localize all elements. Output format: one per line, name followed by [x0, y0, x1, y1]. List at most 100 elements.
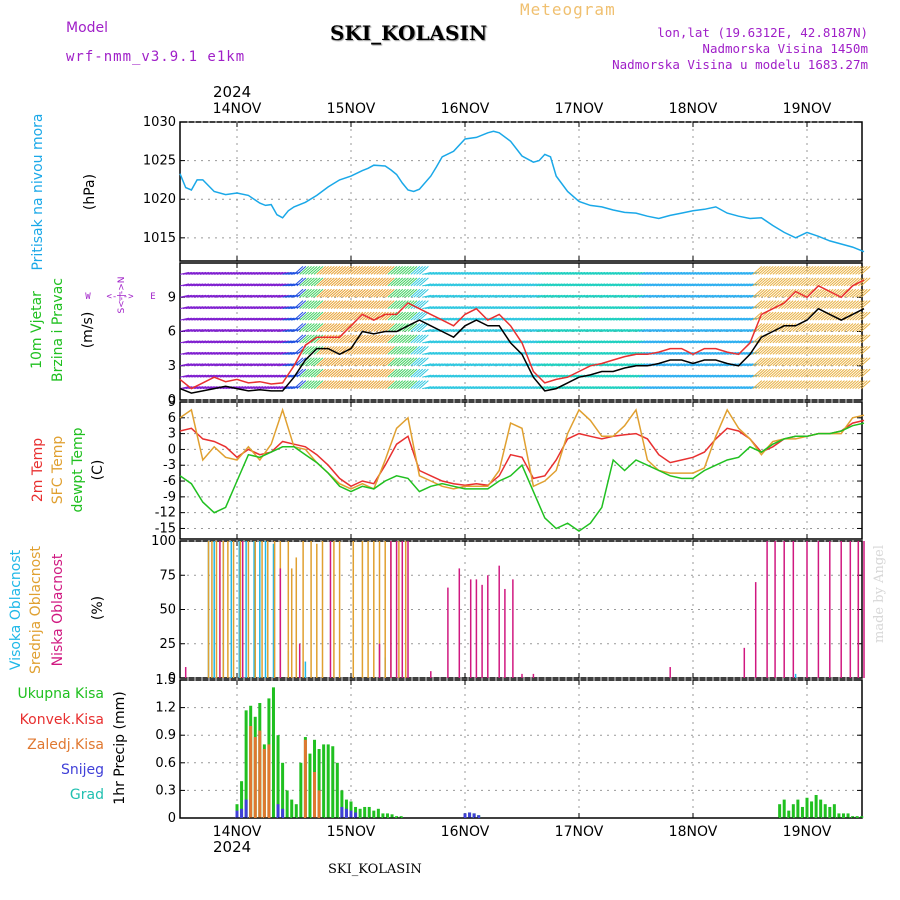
wind-barb: [219, 271, 230, 275]
wind-barb: [829, 323, 840, 332]
wind-barb: [216, 351, 227, 355]
wind-barb: [803, 323, 814, 332]
wind-barb: [718, 340, 728, 344]
wind-barb: [202, 317, 212, 321]
wind-barb: [350, 368, 361, 378]
wind-barb: [362, 266, 372, 275]
wind-barb: [356, 334, 367, 344]
wind-barb: [519, 386, 529, 390]
wind-barb: [302, 380, 312, 389]
wind-barb: [533, 317, 543, 321]
wind-barb: [604, 294, 614, 298]
wind-barb: [738, 317, 748, 321]
precip-bar: [800, 806, 804, 818]
wind-barb: [430, 294, 440, 298]
wind-barb: [857, 368, 868, 378]
wind-barb: [202, 294, 212, 298]
wind-barb: [356, 357, 367, 367]
wind-barb: [222, 306, 232, 310]
wind-barb: [476, 294, 486, 298]
wind-barb: [481, 351, 492, 355]
wind-barb: [367, 288, 378, 298]
wind-barb: [305, 288, 315, 298]
wind-barb: [798, 368, 808, 378]
wind-barb: [191, 283, 201, 287]
wind-barb: [624, 329, 634, 332]
wind-barb: [319, 300, 329, 310]
wind-barb: [615, 374, 626, 378]
wind-barb: [744, 386, 754, 390]
wind-barb: [633, 283, 643, 287]
wind-barb: [835, 266, 845, 275]
wind-barb: [362, 357, 372, 367]
wind-barb: [553, 329, 563, 332]
wind-barb: [595, 351, 606, 355]
wind-barb: [479, 363, 489, 367]
wind-barb: [484, 374, 495, 378]
wind-barb: [647, 271, 657, 275]
wind-barb: [450, 306, 460, 310]
wind-barb: [820, 357, 831, 367]
wind-barb: [809, 345, 820, 355]
wind-barb: [521, 271, 532, 275]
wind-barb: [481, 374, 492, 378]
wind-barb: [538, 283, 549, 287]
wind-barb: [464, 271, 475, 275]
wind-barb: [755, 277, 766, 287]
wind-barb: [219, 374, 230, 378]
wind-barb: [285, 363, 295, 367]
wind-barb: [778, 288, 788, 298]
wind-barb: [783, 277, 794, 287]
wind-barb: [427, 351, 438, 355]
wind-barb: [305, 357, 315, 367]
wind-barb: [179, 329, 190, 332]
wind-barb: [613, 351, 623, 355]
wind-barb: [336, 380, 347, 389]
wind-barb: [852, 357, 862, 367]
wind-barb: [231, 329, 241, 332]
wind-barb: [633, 329, 643, 332]
wind-barb: [239, 317, 249, 321]
wind-barb: [188, 329, 198, 332]
wind-barb: [855, 323, 865, 332]
wind-barb: [849, 368, 860, 378]
wind-barb: [644, 283, 654, 287]
wind-barb: [299, 300, 310, 310]
wind-barb: [462, 386, 472, 390]
wind-barb: [778, 266, 788, 275]
wind-barb: [829, 368, 840, 378]
wind-barb: [248, 363, 258, 367]
wind-barb: [234, 306, 244, 310]
wind-barb: [803, 345, 814, 355]
temperature-ytick-label: -6: [163, 474, 176, 489]
wind-barb: [205, 294, 215, 298]
wind-barb: [211, 340, 221, 344]
wind-barb: [692, 340, 703, 344]
wind-barb: [262, 306, 272, 310]
wind-barb: [638, 374, 648, 378]
wind-ytick-label: 3: [168, 359, 176, 374]
wind-barb: [707, 374, 717, 378]
wind-barb: [724, 386, 734, 390]
wind-barb: [800, 311, 811, 321]
wind-barb: [205, 317, 215, 321]
wind-barb: [744, 329, 754, 332]
wind-barb: [829, 277, 840, 287]
wind-barb: [621, 363, 631, 367]
wind-barb: [541, 340, 552, 344]
wind-barb: [670, 351, 680, 355]
pressure-ytick-label: 1020: [143, 192, 176, 207]
wind-barb: [840, 334, 851, 344]
wind-barb: [832, 277, 842, 287]
wind-barb: [253, 294, 264, 298]
wind-barb: [422, 340, 432, 344]
wind-barb: [724, 271, 734, 275]
wind-barb: [652, 351, 663, 355]
wind-barb: [413, 368, 424, 378]
wind-barb: [496, 283, 506, 287]
wind-barb: [541, 374, 552, 378]
wind-barb: [789, 334, 800, 344]
wind-barb: [419, 311, 429, 321]
wind-barb: [293, 311, 304, 321]
wind-barb: [427, 329, 438, 332]
